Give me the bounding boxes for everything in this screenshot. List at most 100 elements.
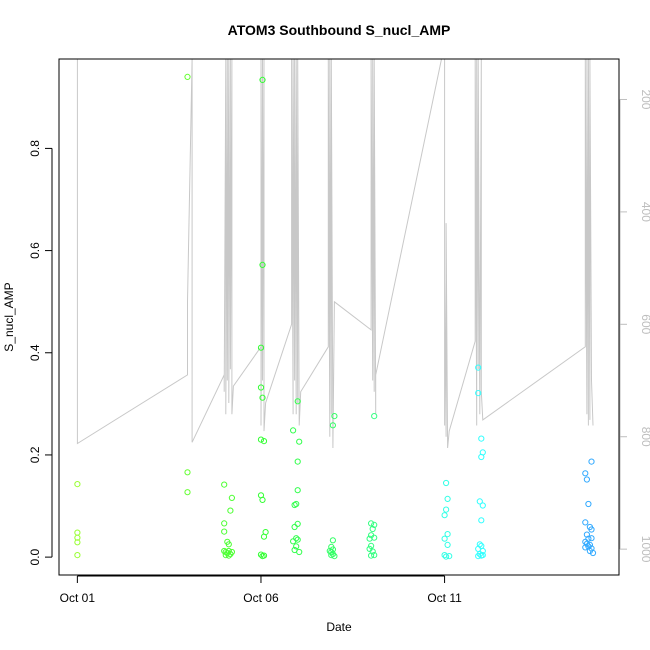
data-point: [589, 549, 597, 557]
x-tick-label: Oct 06: [243, 591, 279, 605]
data-point: [259, 76, 266, 84]
data-point: [475, 364, 482, 371]
x-tick-label: Oct 01: [60, 591, 96, 605]
data-point: [368, 542, 375, 550]
scatter-points-layer: [74, 73, 597, 560]
data-point: [444, 541, 451, 549]
data-point: [588, 458, 595, 465]
data-point: [583, 476, 591, 483]
data-point: [331, 413, 338, 420]
data-point: [184, 73, 191, 81]
data-point: [296, 548, 303, 556]
overlay-series-layer: [76, 58, 594, 449]
data-point: [221, 528, 228, 535]
x-axis-label: Date: [326, 620, 352, 634]
data-point: [294, 487, 301, 494]
data-point: [371, 413, 378, 420]
data-point: [291, 523, 298, 531]
secondary-y-tick-label: 200: [639, 89, 650, 109]
data-point: [585, 500, 592, 508]
data-point: [290, 538, 297, 545]
data-point: [441, 512, 448, 519]
data-point: [328, 552, 335, 559]
y-tick-label: 0.6: [28, 242, 42, 259]
data-point: [257, 551, 265, 558]
data-point: [369, 548, 376, 555]
data-point: [259, 496, 266, 503]
data-point: [294, 398, 301, 405]
data-point: [296, 438, 303, 445]
y-tick-label: 0.8: [28, 140, 42, 157]
data-point: [74, 552, 81, 559]
data-point: [368, 520, 375, 527]
data-point: [222, 552, 229, 559]
data-point: [478, 453, 485, 461]
chart-title: ATOM3 Southbound S_nucl_AMP: [228, 22, 451, 38]
plot-area-frame: [58, 58, 620, 576]
data-point: [221, 481, 228, 488]
data-point: [74, 534, 81, 541]
data-point: [293, 543, 300, 550]
data-point: [329, 537, 336, 544]
data-point: [443, 479, 450, 487]
data-point: [443, 506, 450, 513]
data-point: [582, 519, 589, 526]
y-axis-label: S_nucl_AMP: [2, 282, 16, 351]
data-point: [228, 494, 235, 501]
data-point: [257, 384, 265, 391]
data-point: [446, 553, 453, 560]
data-point: [371, 521, 378, 529]
data-point: [582, 470, 589, 477]
data-point: [588, 526, 595, 533]
data-point: [371, 534, 378, 541]
y-tick-label: 0.0: [28, 548, 42, 565]
data-point: [369, 525, 376, 533]
data-point: [586, 547, 594, 555]
data-point: [583, 531, 591, 538]
data-point: [478, 435, 485, 442]
data-point: [290, 427, 297, 434]
data-point: [74, 529, 81, 536]
data-point: [184, 469, 191, 476]
data-point: [225, 547, 232, 555]
secondary-y-tick-label: 400: [639, 202, 650, 222]
data-point: [294, 520, 301, 528]
y-tick-label: 0.2: [28, 446, 42, 463]
data-point: [225, 552, 232, 559]
data-point: [291, 501, 298, 509]
data-point: [293, 535, 300, 542]
data-point: [74, 481, 81, 488]
data-point: [588, 535, 595, 542]
data-point: [444, 495, 451, 502]
data-point: [259, 394, 266, 401]
data-point: [294, 458, 301, 465]
data-point: [444, 531, 451, 538]
data-point: [225, 541, 232, 548]
secondary-y-tick-label: 1000: [639, 536, 650, 563]
x-tick-label: Oct 11: [427, 591, 462, 605]
data-point: [221, 520, 228, 527]
data-point: [582, 544, 589, 551]
data-point: [260, 533, 268, 540]
data-point: [184, 489, 191, 496]
data-point: [326, 547, 333, 555]
data-point: [329, 422, 336, 429]
overlay-line: [76, 58, 594, 449]
data-point: [476, 498, 483, 505]
data-point: [586, 541, 594, 549]
data-point: [441, 535, 448, 542]
data-point: [257, 436, 265, 443]
secondary-y-tick-label: 600: [639, 314, 650, 334]
data-point: [331, 553, 338, 560]
secondary-y-tick-label: 800: [639, 427, 650, 447]
data-point: [260, 552, 268, 559]
data-point: [478, 517, 485, 524]
data-point: [479, 502, 486, 509]
data-point: [371, 552, 378, 559]
data-point: [479, 552, 486, 559]
data-point: [259, 261, 266, 268]
axes-layer: 0.0 0.2 0.4 0.6 0.8 Oct 01 Oct 06 Oct 11 200 400 6…: [28, 89, 650, 605]
y-tick-label: 0.4: [28, 344, 42, 361]
data-point: [368, 552, 375, 559]
